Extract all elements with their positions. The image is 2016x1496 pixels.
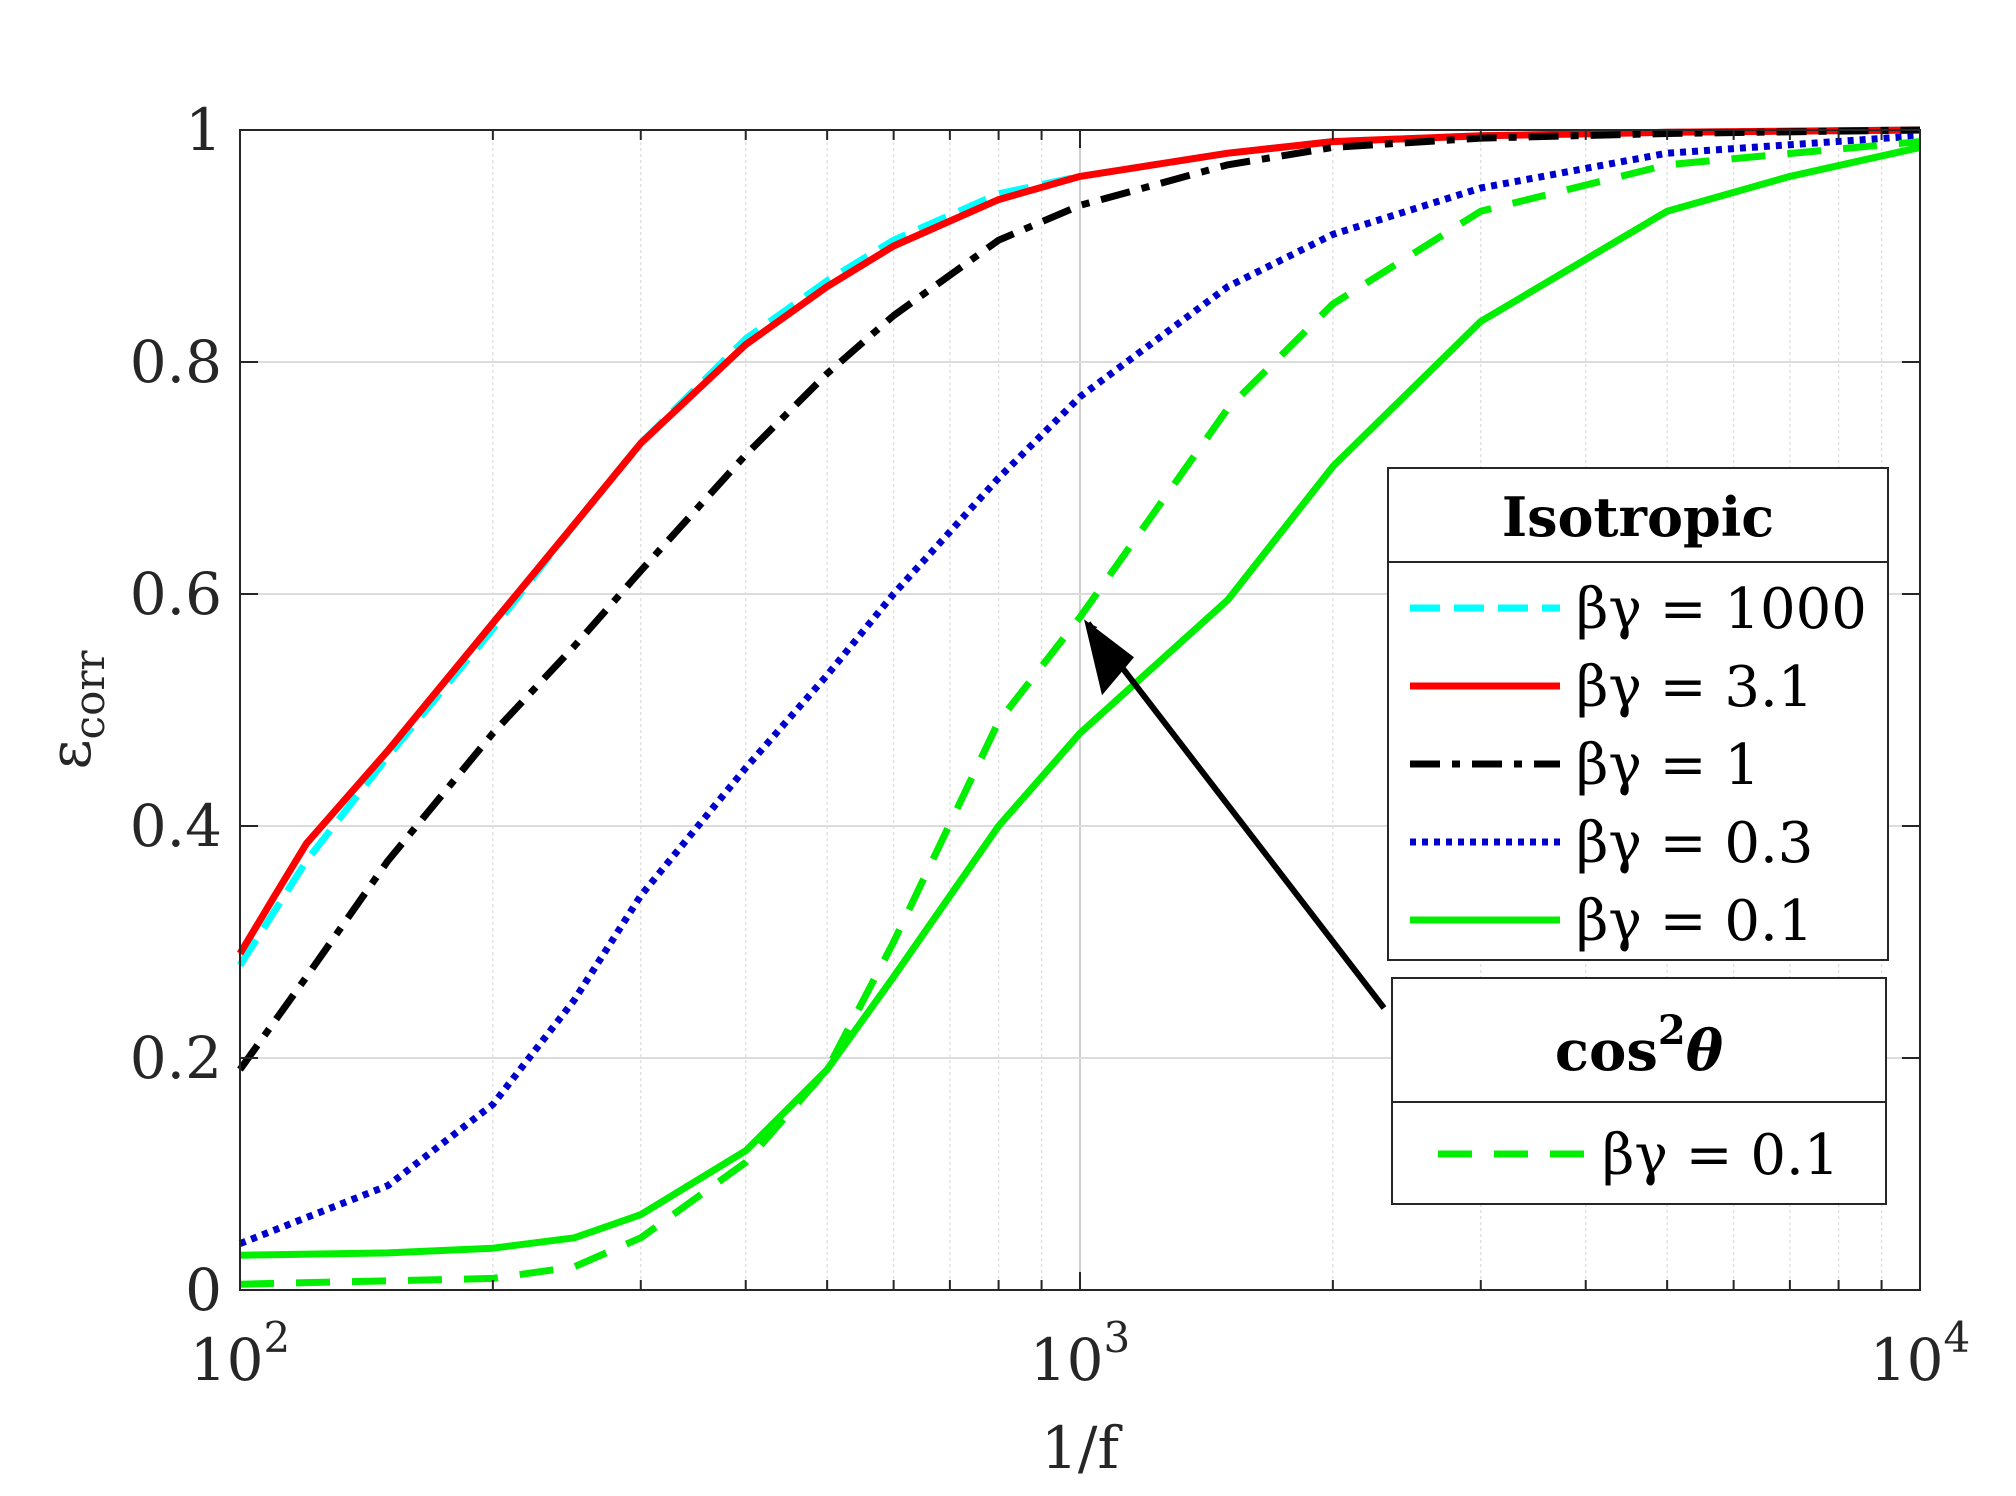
y-tick-label-0: 0 [185,1256,222,1324]
arrow-head [1084,619,1134,696]
legend-label-3: βγ = 0.3 [1576,811,1813,876]
y-tick-label-5: 1 [185,96,222,164]
legend-box [1391,977,1887,1205]
legend-label-2: βγ = 1 [1576,733,1760,798]
series-line-1 [236,126,1921,956]
series-line-4 [239,143,1921,1259]
series-line-5 [239,138,1921,1288]
legend-box [1387,467,1889,961]
y-tick-label-3: 0.6 [130,560,222,628]
y-tick-label-2: 0.4 [130,792,222,860]
legend-label-1: βγ = 3.1 [1576,655,1813,720]
arrow-line [1085,621,1387,1010]
y-tick-label-1: 0.2 [130,1024,222,1092]
legend-isotropic: Isotropic βγ = 1000 βγ = 3.1 βγ = 1 βγ = 0.3… [1387,467,1889,961]
series-line-2 [237,126,1921,1072]
legend-label-4: βγ = 0.1 [1576,889,1813,954]
legends: Isotropic βγ = 1000 βγ = 3.1 βγ = 1 βγ = 0.3… [1387,467,1889,1205]
annotation-arrow [1084,619,1387,1010]
legend-title-cos2: cos2θ [1555,1007,1724,1084]
y-tick-label-4: 0.8 [130,328,222,396]
legend-label-0: βγ = 1000 [1576,577,1867,642]
series-line-3 [238,132,1921,1247]
x-axis-label: 1/f [1041,1414,1122,1482]
series-group [236,126,1921,1288]
y-axis-label: εcorr [36,650,114,770]
x-tick-label-2: 104 [1870,1313,1971,1394]
x-tick-label-1: 103 [1030,1313,1131,1394]
tick-group: 102 103 104 0 0.2 0.4 0.6 0.8 1 [130,96,1971,1394]
x-tick-label-0: 102 [190,1313,291,1394]
legend-label-5-cos2: βγ = 0.1 [1602,1123,1839,1188]
legend-cos2: cos2θ βγ = 0.1 [1391,977,1887,1205]
legend-title-isotropic: Isotropic [1502,485,1774,549]
axis-labels: 1/f εcorr [36,650,1122,1482]
